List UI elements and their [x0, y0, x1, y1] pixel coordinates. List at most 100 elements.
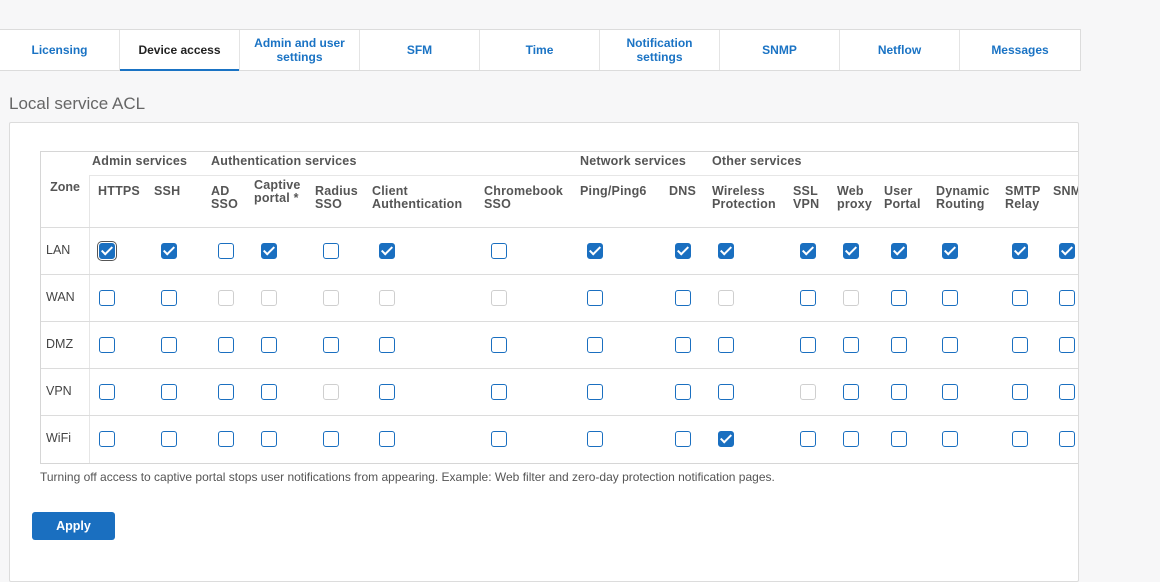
checkbox-vpn-user-portal[interactable] — [891, 383, 907, 400]
checkbox-vpn-ping-ping6[interactable] — [587, 383, 603, 400]
checkbox-vpn-wireless-protection[interactable] — [718, 383, 734, 400]
checkbox-wan-https[interactable] — [99, 289, 115, 306]
checkbox-dmz-dynamic-routing[interactable] — [942, 336, 958, 353]
checkbox-dmz-ssh[interactable] — [161, 336, 177, 353]
row-divider — [41, 321, 1078, 322]
checkbox-lan-smtp-relay[interactable] — [1012, 242, 1028, 259]
checkbox-wifi-snmp[interactable] — [1059, 430, 1075, 447]
checkbox-wifi-web-proxy[interactable] — [843, 430, 859, 447]
checkbox-wifi-smtp-relay[interactable] — [1012, 430, 1028, 447]
zone-label-vpn: VPN — [46, 384, 72, 398]
checkbox-wan-ping-ping6[interactable] — [587, 289, 603, 306]
checkbox-wifi-dynamic-routing[interactable] — [942, 430, 958, 447]
acl-panel: Zone Admin services Authentication servi… — [9, 122, 1079, 582]
checkbox-wifi-wireless-protection[interactable] — [718, 430, 734, 447]
checkbox-lan-ad-sso[interactable] — [218, 242, 234, 259]
checkbox-vpn-captive-portal[interactable] — [261, 383, 277, 400]
checkbox-wan-dynamic-routing[interactable] — [942, 289, 958, 306]
checkbox-lan-web-proxy[interactable] — [843, 242, 859, 259]
checkbox-wifi-ad-sso[interactable] — [218, 430, 234, 447]
zone-divider — [89, 175, 90, 463]
tab-licensing[interactable]: Licensing — [0, 30, 120, 70]
checkbox-lan-client-authentication[interactable] — [379, 242, 395, 259]
checkbox-lan-captive-portal[interactable] — [261, 242, 277, 259]
checkbox-lan-wireless-protection[interactable] — [718, 242, 734, 259]
checkbox-lan-ssh[interactable] — [161, 242, 177, 259]
acl-table: Zone Admin services Authentication servi… — [40, 151, 1078, 464]
checkbox-dmz-ssl-vpn[interactable] — [800, 336, 816, 353]
checkbox-lan-chromebook-sso[interactable] — [491, 242, 507, 259]
checkbox-dmz-chromebook-sso[interactable] — [491, 336, 507, 353]
checkbox-wifi-ping-ping6[interactable] — [587, 430, 603, 447]
checkbox-vpn-smtp-relay[interactable] — [1012, 383, 1028, 400]
group-network-services: Network services — [580, 154, 687, 168]
checkbox-wan-chromebook-sso — [491, 289, 507, 306]
checkbox-wifi-ssh[interactable] — [161, 430, 177, 447]
checkbox-lan-ping-ping6[interactable] — [587, 242, 603, 259]
checkbox-vpn-dynamic-routing[interactable] — [942, 383, 958, 400]
tab-sfm[interactable]: SFM — [360, 30, 480, 70]
checkbox-dmz-radius-sso[interactable] — [323, 336, 339, 353]
checkbox-dmz-smtp-relay[interactable] — [1012, 336, 1028, 353]
checkbox-wan-web-proxy — [843, 289, 859, 306]
checkbox-dmz-web-proxy[interactable] — [843, 336, 859, 353]
checkbox-lan-radius-sso[interactable] — [323, 242, 339, 259]
checkbox-wan-ssl-vpn[interactable] — [800, 289, 816, 306]
checkbox-vpn-web-proxy[interactable] — [843, 383, 859, 400]
checkbox-dmz-captive-portal[interactable] — [261, 336, 277, 353]
checkbox-dmz-user-portal[interactable] — [891, 336, 907, 353]
checkbox-wifi-captive-portal[interactable] — [261, 430, 277, 447]
checkbox-wan-smtp-relay[interactable] — [1012, 289, 1028, 306]
checkbox-dmz-snmp[interactable] — [1059, 336, 1075, 353]
checkbox-vpn-snmp[interactable] — [1059, 383, 1075, 400]
checkbox-vpn-ad-sso[interactable] — [218, 383, 234, 400]
checkbox-vpn-ssh[interactable] — [161, 383, 177, 400]
checkbox-lan-user-portal[interactable] — [891, 242, 907, 259]
checkbox-dmz-client-authentication[interactable] — [379, 336, 395, 353]
zone-header: Zone — [50, 180, 80, 194]
checkbox-lan-snmp[interactable] — [1059, 242, 1075, 259]
column-header-wireless-protection: Wireless Protection — [712, 184, 776, 211]
apply-button[interactable]: Apply — [32, 512, 115, 540]
zone-label-lan: LAN — [46, 243, 71, 257]
checkbox-wifi-user-portal[interactable] — [891, 430, 907, 447]
checkbox-dmz-dns[interactable] — [675, 336, 691, 353]
tab-device-access[interactable]: Device access — [120, 30, 240, 71]
checkbox-dmz-https[interactable] — [99, 336, 115, 353]
checkbox-wan-snmp[interactable] — [1059, 289, 1075, 306]
checkbox-vpn-chromebook-sso[interactable] — [491, 383, 507, 400]
checkbox-lan-dynamic-routing[interactable] — [942, 242, 958, 259]
checkbox-lan-dns[interactable] — [675, 242, 691, 259]
tab-messages[interactable]: Messages — [991, 43, 1049, 57]
row-divider — [41, 274, 1078, 275]
column-header-ssh: SSH — [154, 184, 181, 198]
tab-time[interactable]: Time — [480, 30, 600, 70]
column-header-snmp: SNMP — [1053, 184, 1078, 198]
checkbox-wifi-https[interactable] — [99, 430, 115, 447]
checkbox-dmz-ping-ping6[interactable] — [587, 336, 603, 353]
checkbox-lan-ssl-vpn[interactable] — [800, 242, 816, 259]
checkbox-vpn-client-authentication[interactable] — [379, 383, 395, 400]
checkbox-lan-https[interactable] — [99, 242, 115, 259]
checkbox-vpn-dns[interactable] — [675, 383, 691, 400]
checkbox-wan-user-portal[interactable] — [891, 289, 907, 306]
checkbox-wifi-client-authentication[interactable] — [379, 430, 395, 447]
tab-notification-settings[interactable]: Notification settings — [600, 30, 720, 70]
column-header-smtp-relay: SMTP Relay — [1005, 184, 1041, 211]
checkbox-wan-radius-sso — [323, 289, 339, 306]
column-header-dns: DNS — [669, 184, 696, 198]
zone-label-dmz: DMZ — [46, 337, 74, 351]
tab-snmp[interactable]: SNMP — [720, 30, 840, 70]
checkbox-dmz-ad-sso[interactable] — [218, 336, 234, 353]
tab-bar: Licensing Device access Admin and user s… — [0, 29, 1081, 71]
checkbox-wan-ssh[interactable] — [161, 289, 177, 306]
tab-admin-and-user-settings[interactable]: Admin and user settings — [240, 30, 360, 70]
checkbox-wan-dns[interactable] — [675, 289, 691, 306]
checkbox-dmz-wireless-protection[interactable] — [718, 336, 734, 353]
checkbox-wifi-radius-sso[interactable] — [323, 430, 339, 447]
checkbox-vpn-https[interactable] — [99, 383, 115, 400]
checkbox-wifi-chromebook-sso[interactable] — [491, 430, 507, 447]
checkbox-wifi-ssl-vpn[interactable] — [800, 430, 816, 447]
checkbox-wifi-dns[interactable] — [675, 430, 691, 447]
tab-netflow[interactable]: Netflow — [840, 30, 960, 70]
